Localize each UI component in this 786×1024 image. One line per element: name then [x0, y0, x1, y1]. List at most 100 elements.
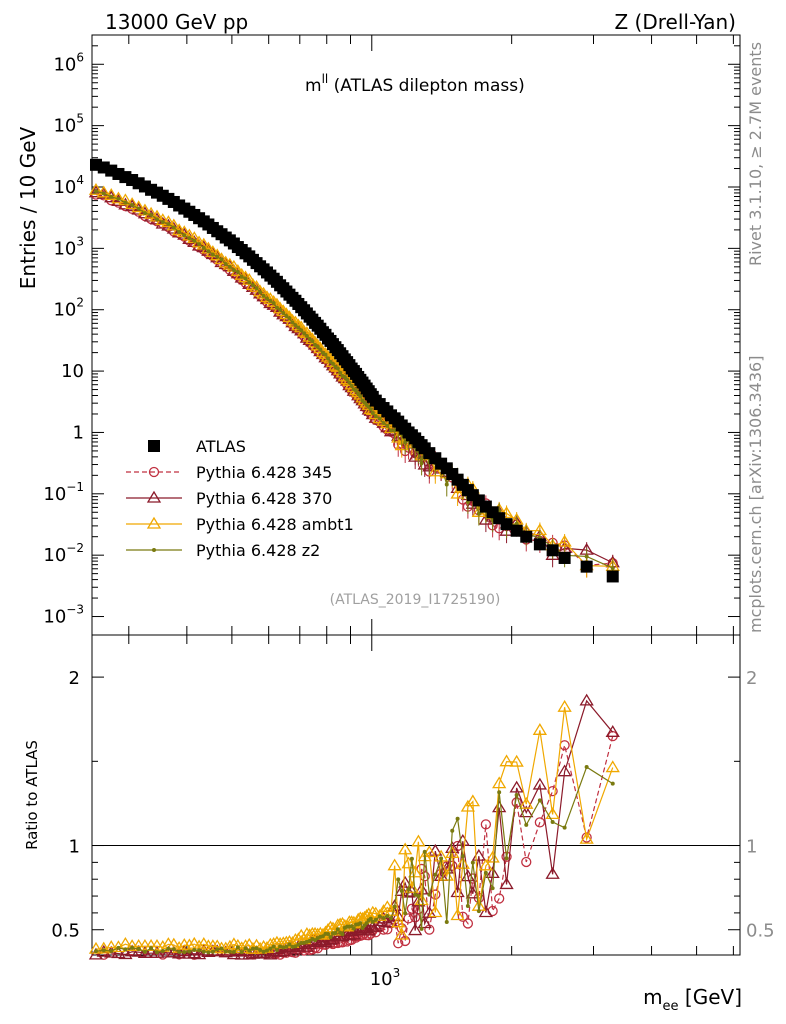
ratio-point — [579, 831, 594, 844]
atlas-point — [119, 171, 132, 184]
data-point — [391, 430, 406, 443]
ratio-point — [131, 944, 146, 957]
atlas-point — [580, 560, 593, 573]
y-tick-label-sup: 2 — [76, 296, 84, 310]
ratio-point — [457, 911, 468, 922]
ratio-point — [365, 905, 380, 918]
ratio-point — [534, 817, 546, 828]
ratio-point — [545, 807, 560, 820]
ratio-point — [234, 947, 249, 960]
y-tick-label-base: 10 — [53, 54, 76, 75]
y-axis-label-main: Entries / 10 GeV — [16, 126, 40, 289]
ratio-point — [509, 754, 524, 767]
ratio-tick-label: 1 — [69, 837, 80, 858]
ratio-tick-label-right: 0.5 — [746, 921, 775, 942]
y-tick-label-base: 10 — [43, 484, 66, 505]
y-tick-label: 105 — [53, 112, 84, 137]
legend-marker — [152, 548, 156, 552]
x-axis-label-symbol: m — [643, 985, 662, 1009]
y-tick-label-sup: −3 — [66, 603, 84, 617]
ratio-point — [579, 693, 594, 706]
y-tick-label: 103 — [53, 234, 84, 259]
ratio-tick-label: 0.5 — [51, 921, 80, 942]
legend-label: Pythia 6.428 z2 — [196, 541, 320, 560]
data-point — [313, 344, 328, 357]
x-axis-label: mee [GeV] — [643, 985, 742, 1014]
ratio-point — [361, 923, 376, 936]
atlas-point — [546, 544, 559, 557]
y-axis-label-ratio: Ratio to ATLAS — [23, 740, 41, 850]
reference-label: (ATLAS_2019_I1725190) — [330, 592, 501, 608]
legend-marker — [146, 490, 162, 503]
ratio-line — [95, 707, 614, 951]
y-tick-label: 10−2 — [43, 541, 84, 566]
ratio-point — [408, 923, 423, 936]
ratio-point — [406, 903, 418, 914]
ratio-point — [605, 760, 620, 773]
y-tick-label: 10−3 — [43, 603, 84, 628]
x-tick-base: 10 — [370, 969, 393, 990]
legend-label: Pythia 6.428 345 — [196, 463, 332, 482]
atlas-point — [533, 538, 546, 551]
y-tick-label-base: 10 — [53, 300, 76, 321]
y-tick-label: 10 — [61, 361, 84, 382]
side-text-bottom: mcplots.cern.ch [arXiv:1306.3436] — [746, 356, 765, 633]
ratio-point — [111, 946, 126, 959]
data-point — [88, 182, 104, 195]
series-atlas — [89, 158, 619, 583]
ratio-point — [494, 893, 505, 904]
legend: ATLAS Pythia 6.428 345 Pythia 6.428 370 Pyt… — [126, 437, 354, 560]
data-point — [166, 218, 181, 231]
plot-title-superscript: ll — [322, 72, 329, 86]
data-point — [252, 284, 268, 297]
ratio-point — [400, 935, 411, 947]
atlas-point — [479, 500, 492, 513]
ratio-point — [478, 858, 494, 871]
y-tick-label: 104 — [53, 173, 84, 198]
y-tick-label-sup: 3 — [76, 234, 84, 248]
y-tick-label-sup: −2 — [66, 541, 84, 555]
atlas-point — [520, 530, 533, 543]
ratio-point — [394, 927, 409, 940]
y-tick-label-base: 10 — [53, 177, 76, 198]
legend-label: Pythia 6.428 ambt1 — [196, 515, 354, 534]
ratio-point — [376, 904, 391, 917]
ratio-point — [547, 785, 558, 797]
ratio-point — [391, 915, 406, 928]
main-plot-frame — [91, 34, 741, 636]
ratio-point — [299, 939, 315, 952]
ratio-point — [450, 908, 465, 921]
y-tick-label-base: 1 — [73, 422, 84, 443]
ratio-point — [485, 866, 500, 879]
y-tick-label: 102 — [53, 296, 84, 321]
x-tick-label-1000: 103 — [370, 966, 401, 990]
ratio-tick-label-right: 2 — [746, 668, 757, 689]
data-point — [155, 213, 170, 226]
header-left: 13000 GeV pp — [105, 10, 248, 34]
ratio-point — [403, 913, 414, 924]
legend-marker — [148, 440, 160, 452]
y-tick-label-sup: 6 — [76, 50, 84, 64]
x-axis-label-unit: [GeV] — [679, 985, 742, 1009]
plot-title-text: (ATLAS dilepton mass) — [328, 76, 524, 96]
ratio-point — [398, 875, 413, 888]
plot-title: mll (ATLAS dilepton mass) — [305, 72, 525, 96]
ratio-point — [428, 905, 443, 918]
atlas-point — [558, 551, 571, 564]
y-tick-label-base: 10 — [43, 607, 66, 628]
y-tick-label-base: 10 — [61, 361, 84, 382]
y-tick-label-base: 10 — [53, 116, 76, 137]
x-tick-sup: 3 — [393, 966, 401, 980]
y-tick-label: 10−1 — [43, 480, 84, 505]
legend-marker — [146, 516, 162, 529]
ratio-point — [519, 805, 534, 818]
ratio-tick-label-right: 1 — [746, 837, 757, 858]
ratio-point — [226, 947, 242, 960]
y-tick-label: 106 — [53, 50, 84, 75]
ratio-point — [315, 933, 331, 946]
ratio-point — [408, 865, 423, 878]
plot-title-symbol: m — [305, 76, 322, 96]
legend-marker — [148, 466, 160, 478]
